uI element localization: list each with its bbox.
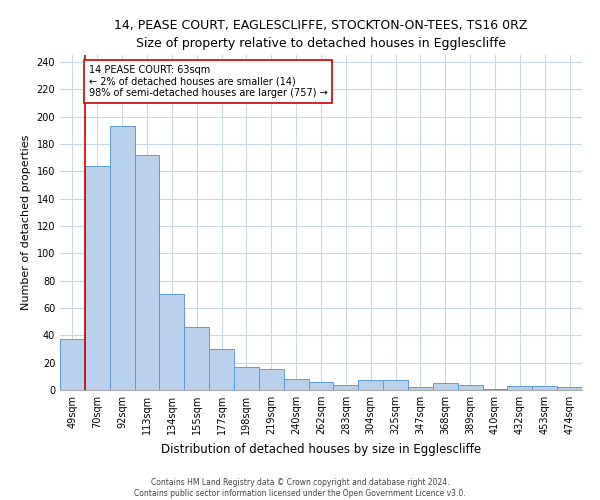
Bar (134, 155, 160, 390)
Title: 14, PEASE COURT, EAGLESCLIFFE, STOCKTON-ON-TEES, TS16 0RZ
Size of property relat: 14, PEASE COURT, EAGLESCLIFFE, STOCKTON-… (115, 18, 527, 50)
Bar (110, 126, 134, 390)
Bar (458, 384, 482, 390)
Text: Contains HM Land Registry data © Crown copyright and database right 2024.
Contai: Contains HM Land Registry data © Crown c… (134, 478, 466, 498)
Bar (85, 166, 110, 390)
Bar (209, 349, 234, 390)
Bar (408, 388, 433, 390)
Bar (557, 388, 582, 390)
Bar (358, 380, 383, 390)
Bar (160, 294, 184, 390)
Bar (482, 388, 508, 390)
Bar (259, 370, 284, 390)
Bar (334, 384, 358, 390)
Y-axis label: Number of detached properties: Number of detached properties (21, 135, 31, 310)
Bar (284, 379, 308, 390)
Bar (508, 386, 532, 390)
Bar (60, 340, 85, 390)
Bar (532, 386, 557, 390)
Bar (433, 383, 458, 390)
X-axis label: Distribution of detached houses by size in Egglescliffe: Distribution of detached houses by size … (161, 442, 481, 456)
Bar (308, 382, 334, 390)
Bar (234, 367, 259, 390)
Bar (184, 327, 209, 390)
Text: 14 PEASE COURT: 63sqm
← 2% of detached houses are smaller (14)
98% of semi-detac: 14 PEASE COURT: 63sqm ← 2% of detached h… (89, 64, 328, 98)
Bar (383, 380, 408, 390)
